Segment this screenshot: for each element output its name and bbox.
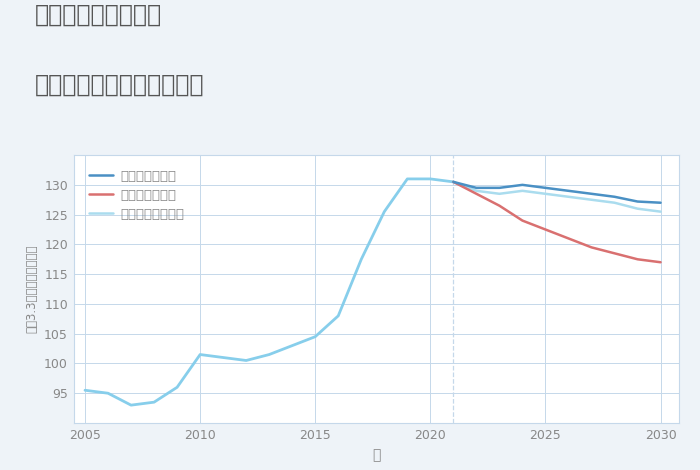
ノーマルシナリオ [518, 188, 526, 194]
Y-axis label: 平（3.3㎡）単価（万円）: 平（3.3㎡）単価（万円） [25, 245, 38, 333]
バッドシナリオ [587, 244, 596, 250]
バッドシナリオ [564, 235, 573, 241]
ノーマルシナリオ [541, 191, 550, 196]
グッドシナリオ [564, 188, 573, 194]
Text: 兵庫県姫路市延末の: 兵庫県姫路市延末の [35, 2, 162, 26]
グッドシナリオ [449, 179, 458, 185]
ノーマルシナリオ [657, 209, 665, 214]
Line: ノーマルシナリオ: ノーマルシナリオ [454, 182, 661, 212]
X-axis label: 年: 年 [372, 448, 380, 462]
ノーマルシナリオ [495, 191, 503, 196]
ノーマルシナリオ [587, 197, 596, 203]
ノーマルシナリオ [610, 200, 619, 205]
バッドシナリオ [610, 251, 619, 256]
グッドシナリオ [657, 200, 665, 205]
バッドシナリオ [495, 203, 503, 209]
グッドシナリオ [587, 191, 596, 196]
Text: 中古マンションの価格推移: 中古マンションの価格推移 [35, 73, 204, 97]
Legend: グッドシナリオ, バッドシナリオ, ノーマルシナリオ: グッドシナリオ, バッドシナリオ, ノーマルシナリオ [86, 167, 187, 223]
Line: バッドシナリオ: バッドシナリオ [454, 182, 661, 262]
ノーマルシナリオ [564, 194, 573, 200]
バッドシナリオ [657, 259, 665, 265]
バッドシナリオ [449, 179, 458, 185]
バッドシナリオ [473, 191, 481, 196]
グッドシナリオ [495, 185, 503, 191]
グッドシナリオ [473, 185, 481, 191]
グッドシナリオ [634, 199, 642, 204]
Line: グッドシナリオ: グッドシナリオ [454, 182, 661, 203]
ノーマルシナリオ [473, 188, 481, 194]
バッドシナリオ [541, 227, 550, 232]
ノーマルシナリオ [449, 179, 458, 185]
グッドシナリオ [518, 182, 526, 188]
ノーマルシナリオ [634, 206, 642, 212]
バッドシナリオ [634, 257, 642, 262]
グッドシナリオ [541, 185, 550, 191]
グッドシナリオ [610, 194, 619, 200]
バッドシナリオ [518, 218, 526, 223]
